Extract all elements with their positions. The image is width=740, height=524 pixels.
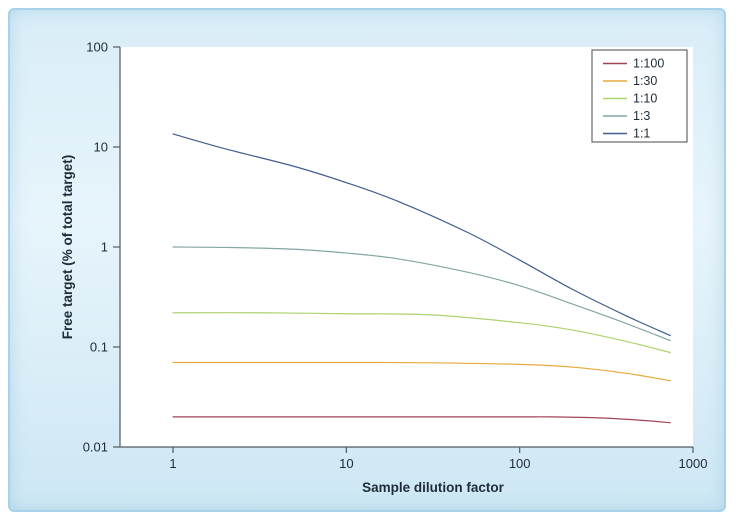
y-tick-label: 1: [101, 240, 108, 255]
series-line-1-10: [172, 312, 671, 354]
legend: 1:100 1:30 1:10 1:3 1:1: [591, 49, 688, 143]
x-tick-label: 100: [509, 456, 531, 471]
x-tick-label: 1: [169, 456, 176, 471]
series-line-1-1: [172, 133, 671, 337]
legend-box: [591, 49, 688, 143]
y-axis-title: Free target (% of total target): [60, 155, 75, 340]
axes: 1 10 100 1000 100 10 1 0.1 0.01: [83, 40, 708, 472]
legend-label-1-3: 1:3: [633, 109, 650, 123]
legend-label-1-30: 1:30: [633, 74, 657, 88]
y-tick-label: 10: [94, 140, 108, 155]
x-tick-label: 1000: [679, 456, 708, 471]
series-line-1-100: [172, 416, 671, 424]
x-tick-label: 10: [339, 456, 353, 471]
series-line-1-3: [172, 246, 671, 342]
legend-label-1-100: 1:100: [633, 57, 664, 71]
y-tick-label: 0.1: [90, 340, 108, 355]
legend-label-1-10: 1:10: [633, 92, 657, 106]
x-axis-title: Sample dilution factor: [362, 480, 505, 495]
legend-label-1-1: 1:1: [633, 127, 650, 141]
series-lines: [172, 133, 671, 424]
y-tick-label: 100: [86, 40, 108, 55]
series-line-1-30: [172, 361, 671, 382]
y-tick-label: 0.01: [83, 440, 108, 455]
